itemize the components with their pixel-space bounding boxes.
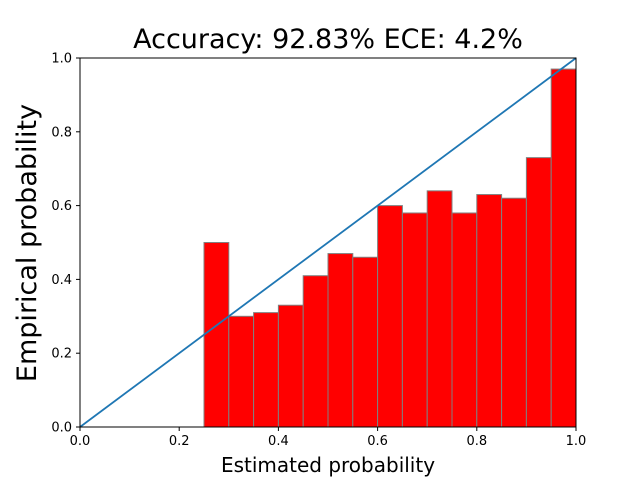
bar-13: [525, 157, 552, 428]
y-axis-label: Empirical probability: [12, 104, 43, 382]
bar-3: [277, 304, 304, 428]
x-tick-label: 0.2: [169, 434, 190, 449]
bar-4: [302, 275, 329, 428]
bar-0: [203, 242, 230, 428]
axes-frame: [79, 57, 577, 428]
x-axis: 0.0 0.2 0.4 0.6 0.8 1.0: [70, 427, 587, 449]
bar-8: [401, 212, 428, 428]
y-axis: 0.0 0.2 0.4 0.6 0.8 1.0: [51, 52, 80, 436]
bar-10: [451, 212, 478, 428]
x-tick-label: 1.0: [566, 434, 587, 449]
y-tick-label: 0.6: [51, 199, 72, 214]
perfect-calibration-line: [79, 57, 577, 428]
y-tick-label: 0.8: [51, 125, 72, 140]
x-tick-label: 0.4: [268, 434, 289, 449]
y-tick-label: 0.2: [51, 347, 72, 362]
bar-1: [228, 315, 255, 428]
x-tick-label: 0.8: [466, 434, 487, 449]
bar-9: [426, 190, 453, 428]
bar-11: [476, 194, 503, 428]
x-axis-label: Estimated probability: [221, 453, 435, 477]
bar-6: [352, 256, 379, 428]
chart-title: Accuracy: 92.83% ECE: 4.2%: [133, 24, 523, 55]
x-tick-label: 0.0: [70, 434, 91, 449]
bar-12: [501, 197, 527, 428]
bars-group: [203, 68, 577, 428]
diagonal-layer: [79, 57, 577, 428]
bar-14: [550, 68, 577, 428]
y-tick-label: 0.4: [51, 273, 72, 288]
y-tick-label: 0.0: [51, 421, 72, 436]
bar-2: [253, 312, 279, 428]
x-tick-label: 0.6: [367, 434, 388, 449]
y-tick-label: 1.0: [51, 52, 72, 67]
bar-7: [377, 205, 403, 428]
bar-5: [327, 253, 354, 428]
